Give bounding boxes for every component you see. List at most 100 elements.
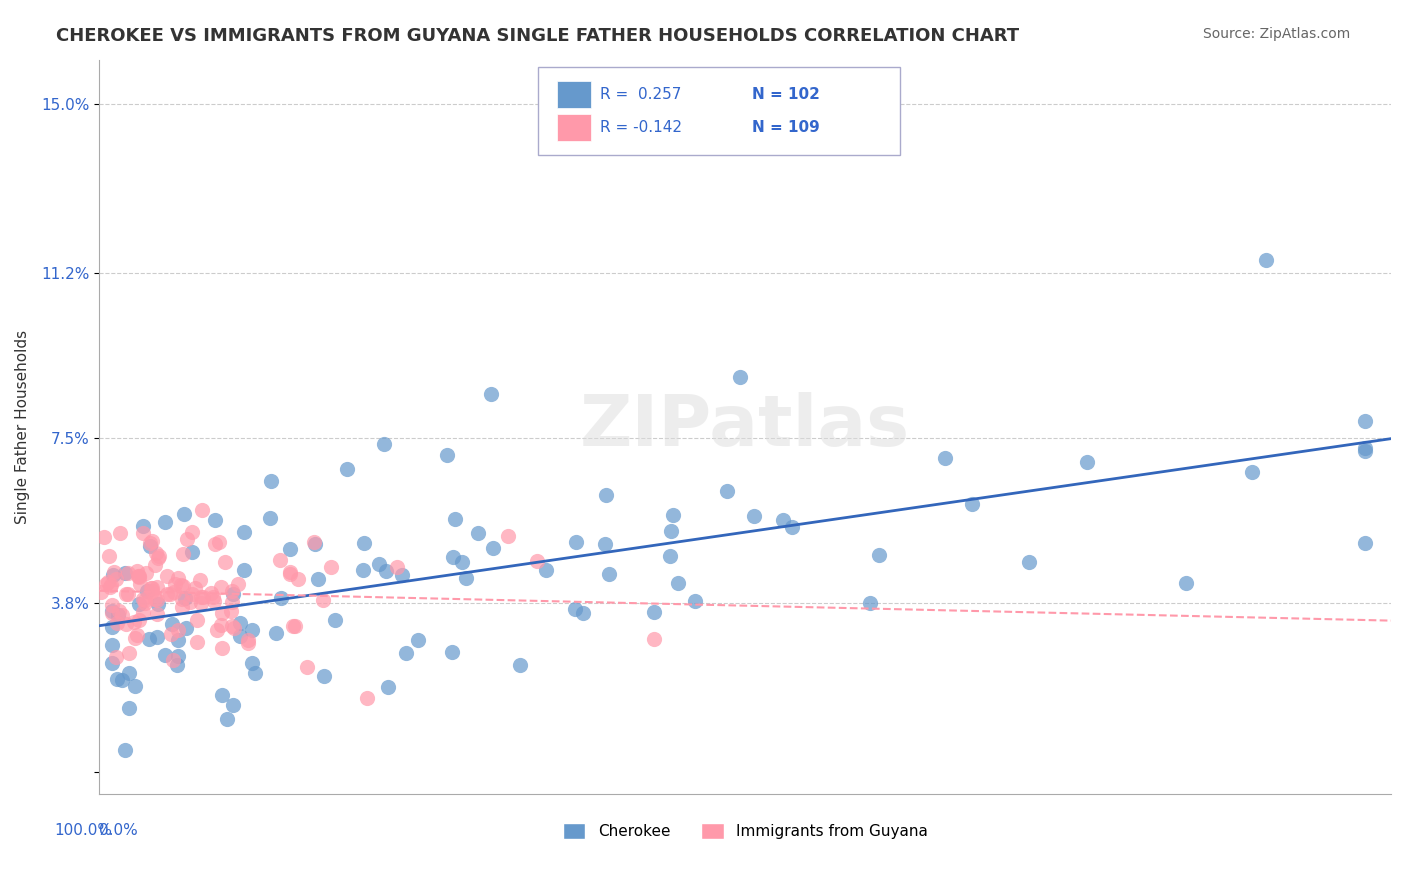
Point xyxy=(240,656,263,670)
Point xyxy=(101,604,124,618)
Point xyxy=(201,590,224,604)
Point xyxy=(101,606,124,620)
Point xyxy=(118,646,141,660)
Point xyxy=(188,574,211,588)
Point xyxy=(868,549,890,563)
Point xyxy=(141,533,163,548)
Point xyxy=(111,673,134,687)
Point xyxy=(960,498,983,512)
Point xyxy=(173,507,195,521)
Point xyxy=(374,565,396,579)
Point xyxy=(128,568,150,582)
Point xyxy=(148,549,170,563)
Point xyxy=(145,546,167,560)
Point xyxy=(97,575,120,590)
Point xyxy=(134,593,156,607)
Point xyxy=(98,580,121,594)
Point xyxy=(295,660,318,674)
Point xyxy=(135,566,157,580)
Text: R =  0.257: R = 0.257 xyxy=(600,87,682,102)
Point xyxy=(190,596,212,610)
Point xyxy=(200,586,222,600)
Point xyxy=(598,566,620,581)
FancyBboxPatch shape xyxy=(557,114,592,141)
Point xyxy=(377,681,399,695)
Point xyxy=(284,619,307,633)
Point xyxy=(143,558,166,572)
Point xyxy=(278,541,301,556)
Point xyxy=(716,483,738,498)
Point xyxy=(101,656,124,670)
Point xyxy=(172,579,194,593)
Point xyxy=(1354,414,1376,428)
Point xyxy=(221,583,243,598)
Point xyxy=(162,653,184,667)
Point xyxy=(214,555,236,569)
Point xyxy=(156,569,179,583)
Point xyxy=(167,649,190,664)
Point xyxy=(117,587,139,601)
Point xyxy=(143,591,166,606)
Point xyxy=(226,577,249,591)
FancyBboxPatch shape xyxy=(538,67,900,155)
Point xyxy=(103,566,125,580)
Point xyxy=(207,535,229,549)
Point xyxy=(131,605,153,619)
Point xyxy=(101,620,124,634)
Point xyxy=(353,535,375,549)
Point xyxy=(114,742,136,756)
Point xyxy=(107,608,129,623)
Point xyxy=(131,525,153,540)
Point xyxy=(176,532,198,546)
Point xyxy=(105,649,128,664)
Point xyxy=(526,554,548,568)
Text: R = -0.142: R = -0.142 xyxy=(600,120,682,135)
Point xyxy=(139,581,162,595)
Point xyxy=(666,576,689,591)
Point xyxy=(118,665,141,680)
Point xyxy=(146,597,169,611)
Point xyxy=(159,587,181,601)
Point xyxy=(114,566,136,581)
Point xyxy=(564,602,586,616)
Point xyxy=(128,597,150,611)
Point xyxy=(221,618,243,632)
Point xyxy=(278,565,301,579)
Point xyxy=(259,511,281,525)
Point xyxy=(304,537,326,551)
Point xyxy=(100,577,122,591)
Point xyxy=(122,615,145,629)
Point xyxy=(323,613,346,627)
Point xyxy=(132,519,155,533)
Point xyxy=(174,591,197,605)
FancyBboxPatch shape xyxy=(557,81,592,108)
Point xyxy=(146,630,169,644)
Legend: Cherokee, Immigrants from Guyana: Cherokee, Immigrants from Guyana xyxy=(557,817,934,845)
Point xyxy=(391,568,413,582)
Point xyxy=(1076,454,1098,468)
Point xyxy=(170,600,193,615)
Point xyxy=(233,563,256,577)
Point xyxy=(219,604,242,618)
Point xyxy=(236,633,259,648)
Point xyxy=(238,636,260,650)
Point xyxy=(572,606,595,620)
Text: 100.0%: 100.0% xyxy=(53,823,112,838)
Point xyxy=(114,617,136,632)
Point xyxy=(125,628,148,642)
Point xyxy=(136,584,159,599)
Point xyxy=(312,593,335,607)
Point xyxy=(117,566,139,581)
Point xyxy=(479,386,502,401)
Point xyxy=(183,581,205,595)
Point xyxy=(145,592,167,607)
Point xyxy=(128,613,150,627)
Point xyxy=(387,560,409,574)
Point xyxy=(156,587,179,601)
Point xyxy=(160,617,183,632)
Text: N = 109: N = 109 xyxy=(752,120,820,135)
Point xyxy=(124,631,146,645)
Point xyxy=(172,592,194,607)
Point xyxy=(98,549,121,564)
Point xyxy=(204,513,226,527)
